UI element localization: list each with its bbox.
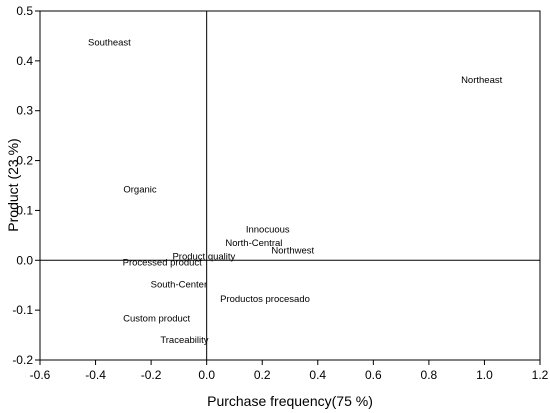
x-axis-ticks: -0.6 -0.4 -0.2 0.0 0.2 0.4 0.6 0.8 1.0 1.2 [30,360,549,382]
x-tick-label: 0.8 [421,368,438,382]
y-tick-label: 0.5 [16,4,33,18]
x-tick-label: -0.6 [30,368,51,382]
x-tick-label: -0.4 [85,368,106,382]
y-axis-title: Product (23 %) [5,138,21,231]
point-label: Product quality [172,251,235,262]
reference-lines [40,11,540,360]
x-tick-label: 0.4 [309,368,326,382]
point-label: Northeast [461,75,503,86]
point-label: Custom product [123,314,190,325]
y-tick-label: -0.1 [12,303,33,317]
x-tick-label: 1.0 [476,368,493,382]
point-label: Processed product [123,257,203,268]
plot-frame [39,10,541,361]
y-tick-label: -0.2 [12,353,33,367]
y-tick-label: 0.0 [16,253,33,267]
point-label: North-Central [225,238,282,249]
y-tick-label: 0.4 [16,54,33,68]
x-tick-label: 0.2 [254,368,271,382]
y-tick-label: 0.2 [16,154,33,168]
point-labels: Southeast Northeast Organic Innocuous North-… [88,37,503,346]
point-label: Traceability [160,335,208,346]
x-tick-label: 0.6 [365,368,382,382]
point-label: Productos procesado [220,294,310,305]
point-label: Northwest [271,245,314,256]
point-label: Organic [123,184,157,195]
x-tick-label: 0.0 [198,368,215,382]
y-axis-ticks: -0.2 -0.1 0.0 0.1 0.2 0.3 0.4 0.5 [12,4,40,367]
point-label: Southeast [88,37,131,48]
x-tick-label: -0.2 [141,368,162,382]
x-tick-label: 1.2 [532,368,549,382]
y-tick-label: 0.1 [16,203,33,217]
point-label: South-Center [151,280,208,291]
y-tick-label: 0.3 [16,104,33,118]
x-axis-title: Purchase frequency(75 %) [207,393,373,409]
point-label: Innocuous [246,224,290,235]
